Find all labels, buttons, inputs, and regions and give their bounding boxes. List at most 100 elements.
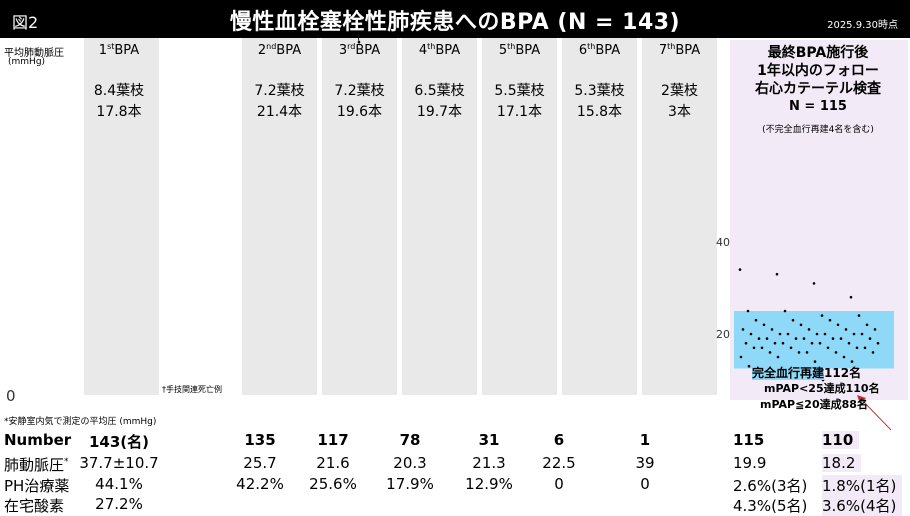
stage-lesions: 3本 (668, 104, 691, 120)
row-label-text: Number (4, 431, 72, 449)
stage-label: 1stBPA (99, 42, 140, 58)
table-cell: 25.7 (243, 454, 277, 472)
followup-point (871, 351, 875, 354)
followup-point (739, 355, 743, 359)
followup-cell: 4.3%(5名) (733, 497, 808, 515)
complete-revasc-count: 112名 (824, 366, 862, 380)
row-label-text: 肺動脈圧 (4, 456, 65, 474)
row-label-text: PH治療薬 (4, 477, 70, 495)
followup-point (813, 360, 817, 363)
followup-point (741, 328, 745, 331)
followup-point (831, 337, 835, 340)
stage-vessels: 6.5葉枝 (414, 83, 464, 99)
table-row-label: 肺動脈圧* (4, 454, 69, 475)
stage-vessels: 7.2葉枝 (254, 83, 304, 99)
followup-y-tick: 20 (716, 328, 730, 341)
table-cell: 20.3 (393, 454, 427, 472)
followup-point (802, 337, 806, 340)
stage-band-7 (642, 38, 717, 395)
table-cell: 42.2% (236, 475, 284, 493)
stage-band-3 (322, 38, 397, 395)
followup-point (744, 341, 748, 345)
followup-point (842, 355, 846, 359)
stage-vessels: 8.4葉枝 (94, 83, 144, 99)
followup-cell: 2.6%(3名) (733, 477, 808, 495)
table-cell: 78 (399, 431, 421, 449)
followup-point (823, 332, 827, 336)
followup-title-line1: 最終BPA施行後 (767, 45, 869, 61)
followup-point (850, 360, 854, 363)
followup-point (834, 351, 838, 354)
followup-title-line2: 1年以内のフォロー (757, 63, 879, 79)
complete-revasc: 完全血行再建112名 (752, 364, 861, 381)
arrow-head (857, 395, 866, 404)
measurement-note: *安静室内気で測定の平均圧 (mmHg) (4, 417, 157, 427)
followup-cell: 115 (733, 431, 765, 449)
followup-point (873, 328, 877, 331)
stage-label: 7thBPA (659, 42, 700, 58)
followup-n: N = 115 (789, 99, 847, 114)
followup-point (828, 318, 832, 322)
stage-lesions: 21.4本 (257, 104, 302, 120)
followup-point (738, 268, 742, 271)
stage-label: 2ndBPA (258, 42, 301, 58)
followup-point (844, 328, 848, 331)
followup-point (797, 351, 801, 354)
table-row-label: 在宅酸素 (4, 495, 64, 516)
followup-point (818, 341, 822, 345)
followup-cell: 3.6%(4名) (822, 495, 903, 516)
followup-title: 最終BPA施行後 1年以内のフォロー 右心カテーテル検査 N = 115 (729, 44, 907, 116)
followup-point (820, 314, 824, 317)
stage-band-2 (242, 38, 317, 395)
header-bar: 図2 慢性血栓塞栓性肺疾患へのBPA (N = 143) 2025.9.30時点 (0, 0, 910, 38)
table-cell: 21.3 (472, 454, 506, 472)
patient-point (357, 40, 361, 44)
stage-lesions: 19.6本 (337, 104, 382, 120)
followup-point (839, 337, 843, 340)
followup-point (849, 295, 853, 299)
followup-point (836, 323, 840, 327)
followup-point (765, 337, 769, 340)
stage-band-6 (562, 38, 637, 395)
followup-point (768, 351, 772, 354)
followup-point (757, 337, 761, 340)
table-row-label: Number (4, 431, 71, 449)
y-axis-label: 平均肺動脈圧 (4, 48, 64, 59)
table-cell: 143(名) (88, 433, 150, 451)
followup-point (863, 346, 867, 350)
followup-point (760, 346, 764, 350)
followup-point (749, 332, 753, 336)
followup-point (770, 328, 774, 331)
followup-point (847, 341, 851, 345)
followup-point (776, 355, 780, 359)
table-cell: 21.6 (316, 454, 350, 472)
followup-y-tick: 40 (716, 236, 730, 249)
followup-point (794, 337, 798, 340)
row-label-sup: * (64, 457, 69, 467)
y-axis-unit: (mmHg) (8, 57, 46, 67)
followup-target-band (734, 311, 894, 369)
chart-title: 慢性血栓塞栓性肺疾患へのBPA (N = 143) (229, 10, 681, 35)
stage-lesions: 17.1本 (497, 104, 542, 120)
stage-band-4 (402, 38, 477, 395)
followup-point (747, 364, 751, 368)
followup-point (855, 346, 859, 350)
stage-vessels: 5.3葉枝 (574, 83, 624, 99)
table-cell: 22.5 (542, 454, 576, 472)
stage-label: 4thBPA (419, 42, 460, 58)
bpa-chart: 010203040506070801stBPA8.4葉枝17.8本2ndBPA7… (6, 38, 908, 431)
row-label-text: 在宅酸素 (4, 497, 65, 515)
table-cell: 31 (478, 431, 500, 449)
followup-point (810, 341, 814, 345)
dagger-footnote: †手技関連死亡例 (162, 385, 222, 394)
stage-label: 3rdBPA (339, 42, 380, 58)
y-tick-label: 0 (6, 387, 16, 405)
followup-point (852, 332, 856, 336)
table-cell: 37.7±10.7 (79, 454, 159, 472)
followup-note: (不完全血行再建4名を含む) (762, 125, 874, 135)
table-cell: 117 (317, 431, 349, 449)
mpap-under-20: mPAP≦20達成88名 (760, 398, 868, 411)
followup-title-line3: 右心カテーテル検査 (755, 81, 881, 97)
followup-point (778, 332, 782, 336)
figure-label: 図2 (12, 13, 39, 32)
